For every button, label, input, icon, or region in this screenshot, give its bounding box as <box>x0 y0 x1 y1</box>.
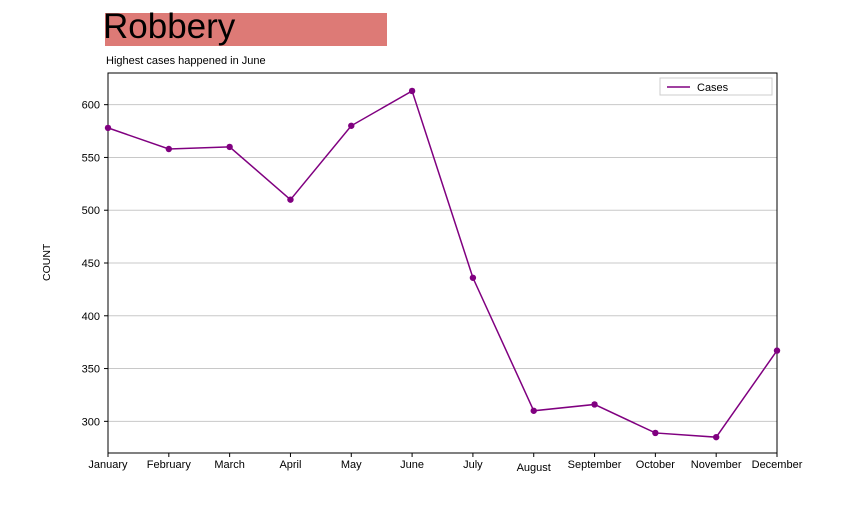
data-point <box>712 433 720 441</box>
chart-subtitle: Highest cases happened in June <box>106 55 266 67</box>
x-tick-label: March <box>214 459 245 471</box>
data-point <box>530 407 537 414</box>
plot-frame <box>107 72 778 454</box>
y-tick-label: 500 <box>82 205 100 217</box>
x-tick-label: April <box>279 459 301 471</box>
y-tick-label: 600 <box>82 100 100 112</box>
data-point <box>469 274 477 281</box>
x-tick-label: September <box>568 459 622 471</box>
x-tick-label: August <box>517 462 551 474</box>
data-point <box>226 143 233 151</box>
y-tick-label: 450 <box>82 258 100 270</box>
x-tick-label: January <box>88 459 128 471</box>
x-tick-label: July <box>463 459 483 471</box>
legend-box <box>659 77 773 96</box>
y-tick-label: 350 <box>82 364 100 376</box>
data-point <box>591 401 598 408</box>
x-tick-label: February <box>147 459 192 471</box>
legend-label: Cases <box>697 82 729 94</box>
y-tick-label: 400 <box>82 311 100 323</box>
x-tick-label: December <box>752 459 803 471</box>
data-point <box>287 196 294 203</box>
title-banner <box>105 13 387 46</box>
data-point <box>652 429 659 437</box>
x-tick-label: November <box>691 459 742 471</box>
series-line <box>107 89 778 438</box>
chart-title: Robbery <box>103 7 236 46</box>
y-tick-label: 300 <box>82 416 100 428</box>
y-tick-label: 550 <box>82 152 100 164</box>
data-point <box>165 145 173 153</box>
data-point <box>773 347 781 354</box>
x-tick-label: June <box>400 459 424 471</box>
data-point <box>348 122 355 129</box>
data-point <box>408 87 416 95</box>
data-point <box>104 124 112 132</box>
x-tick-label: May <box>341 459 362 471</box>
x-tick-label: October <box>636 459 675 471</box>
